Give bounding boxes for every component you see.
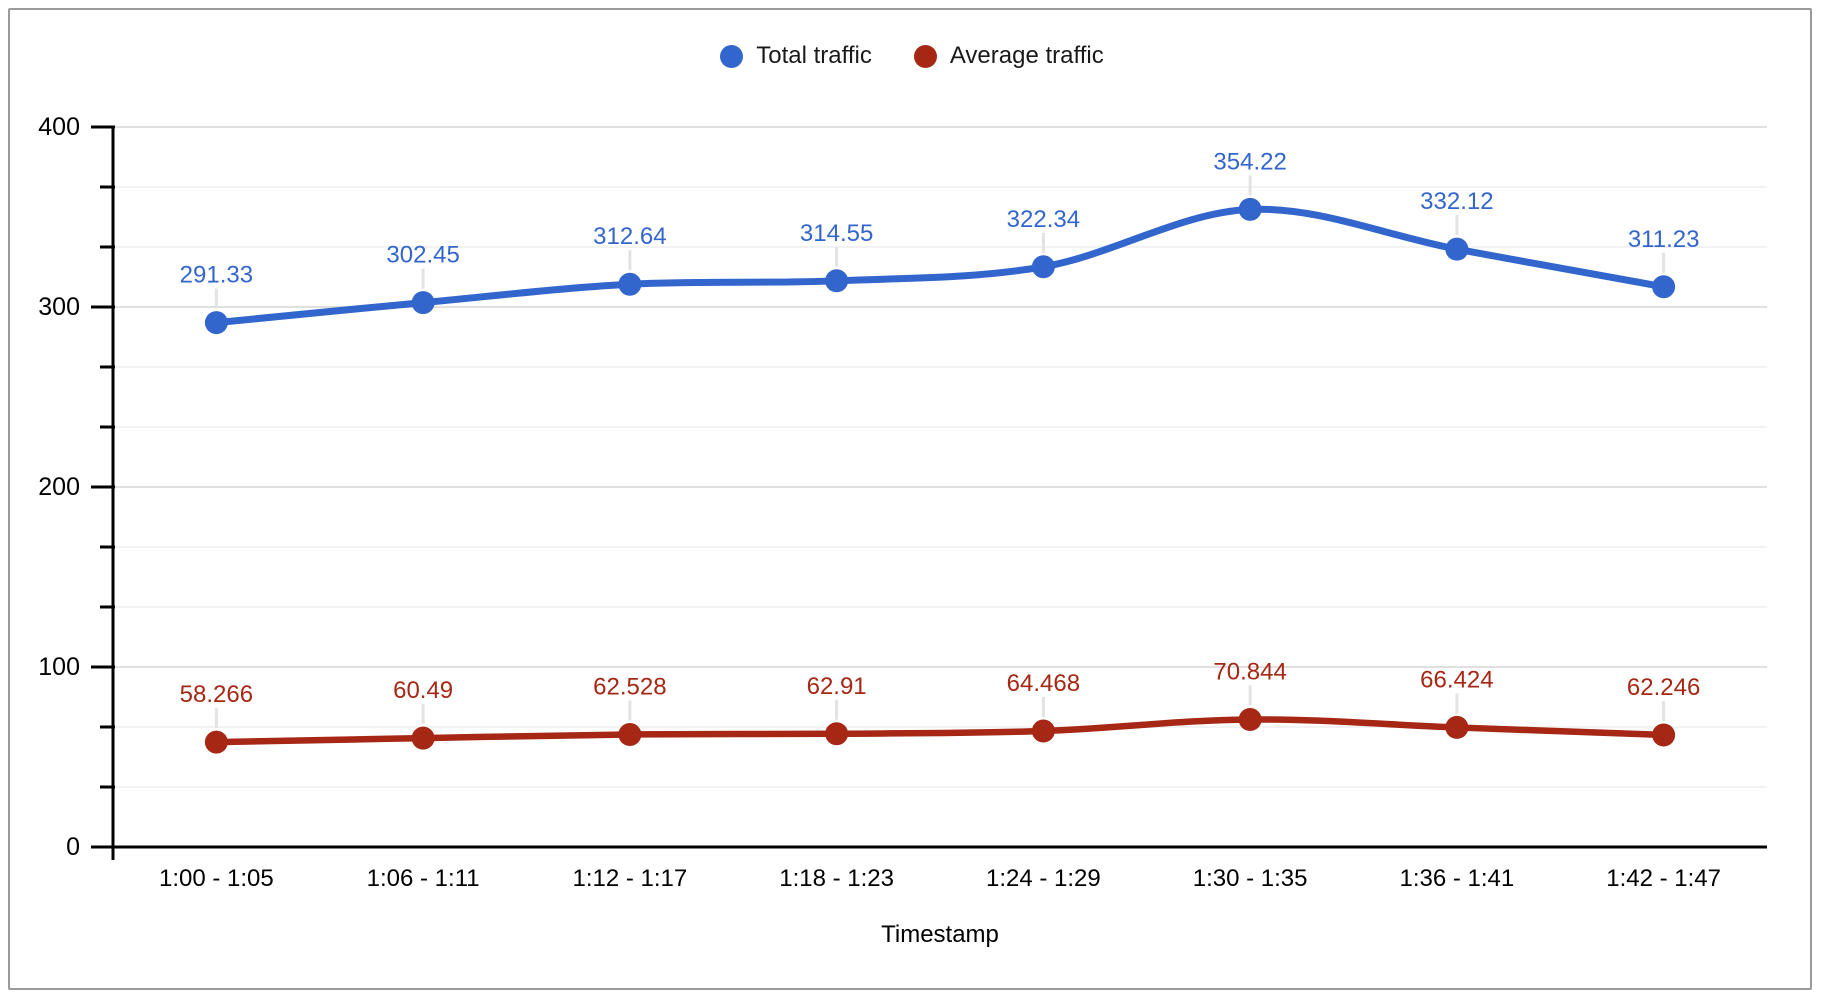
data-point-total-traffic[interactable] — [1031, 255, 1055, 279]
series-line-average-traffic — [213, 716, 1667, 746]
data-point-average-traffic[interactable] — [825, 722, 849, 746]
data-label-total-traffic: 314.55 — [800, 220, 873, 247]
data-label-average-traffic: 64.468 — [1007, 670, 1080, 697]
data-label-total-traffic: 354.22 — [1213, 148, 1286, 175]
y-tick-label: 400 — [38, 113, 80, 141]
data-label-total-traffic: 311.23 — [1628, 226, 1700, 253]
x-tick-label: 1:42 - 1:47 — [1606, 865, 1721, 892]
data-label-total-traffic: 312.64 — [593, 223, 666, 250]
data-point-total-traffic[interactable] — [825, 269, 849, 293]
x-tick-label: 1:30 - 1:35 — [1193, 865, 1308, 892]
x-tick-label: 1:12 - 1:17 — [573, 865, 688, 892]
data-point-average-traffic[interactable] — [1031, 719, 1055, 743]
series-line-total-traffic — [212, 205, 1668, 327]
data-label-average-traffic: 70.844 — [1213, 658, 1286, 685]
legend-swatch-icon — [720, 44, 744, 68]
legend-label: Total traffic — [756, 42, 872, 69]
data-label-average-traffic: 60.49 — [393, 677, 453, 704]
chart-legend: Total traffic Average traffic — [0, 42, 1824, 70]
data-label-average-traffic: 62.528 — [593, 673, 666, 700]
x-tick-label: 1:18 - 1:23 — [779, 865, 894, 892]
x-tick-label: 1:06 - 1:11 — [367, 865, 480, 892]
y-tick-label: 200 — [38, 473, 80, 501]
data-point-average-traffic[interactable] — [618, 722, 642, 746]
x-axis-title: Timestamp — [881, 921, 999, 948]
data-point-average-traffic[interactable] — [204, 730, 228, 754]
data-label-average-traffic: 66.424 — [1420, 666, 1493, 693]
data-point-average-traffic[interactable] — [1238, 707, 1262, 731]
x-tick-label: 1:00 - 1:05 — [159, 865, 274, 892]
chart-window-frame — [8, 8, 1812, 990]
y-tick-label: 0 — [66, 833, 80, 861]
data-point-average-traffic[interactable] — [1652, 723, 1676, 747]
data-label-average-traffic: 58.266 — [180, 681, 253, 708]
data-point-average-traffic[interactable] — [1445, 715, 1469, 739]
data-point-total-traffic[interactable] — [411, 291, 435, 315]
data-point-total-traffic[interactable] — [204, 311, 228, 335]
legend-swatch-icon — [913, 44, 937, 68]
data-label-total-traffic: 322.34 — [1007, 206, 1080, 233]
data-point-average-traffic[interactable] — [411, 726, 435, 750]
data-point-total-traffic[interactable] — [1652, 275, 1676, 299]
y-tick-label: 300 — [38, 293, 80, 321]
data-label-average-traffic: 62.91 — [807, 673, 867, 700]
x-tick-label: 1:24 - 1:29 — [986, 865, 1101, 892]
x-tick-label: 1:36 - 1:41 — [1400, 865, 1515, 892]
data-point-total-traffic[interactable] — [1238, 197, 1262, 221]
data-label-total-traffic: 302.45 — [386, 242, 459, 269]
y-tick-label: 100 — [38, 653, 80, 681]
data-point-total-traffic[interactable] — [1445, 237, 1469, 261]
data-label-total-traffic: 332.12 — [1420, 188, 1493, 215]
legend-item-total-traffic[interactable]: Total traffic — [720, 42, 872, 70]
data-label-average-traffic: 62.246 — [1627, 674, 1700, 701]
legend-label: Average traffic — [949, 42, 1104, 69]
data-point-total-traffic[interactable] — [618, 272, 642, 296]
data-label-total-traffic: 291.33 — [180, 262, 253, 289]
legend-item-average-traffic[interactable]: Average traffic — [913, 42, 1104, 70]
